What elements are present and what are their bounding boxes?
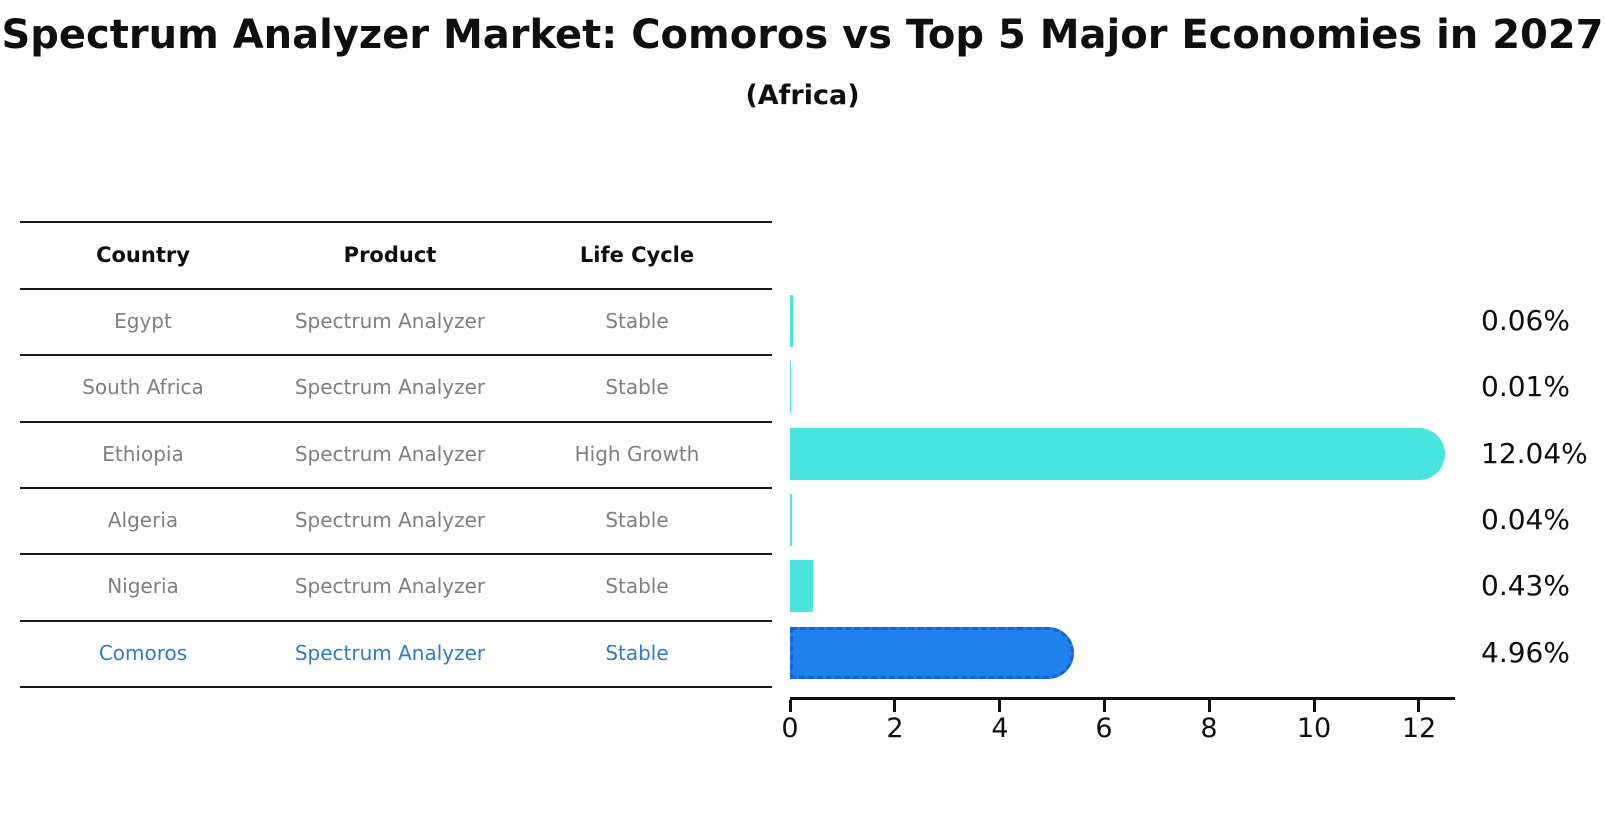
table-cell-country: South Africa <box>82 375 204 399</box>
table-cell-life-cycle: Stable <box>605 375 669 399</box>
chart-title: Spectrum Analyzer Market: Comoros vs Top… <box>1 12 1604 58</box>
x-tick-mark <box>893 700 896 712</box>
bar-comoros <box>790 627 1074 679</box>
table-cell-country: Nigeria <box>107 574 179 598</box>
bar-value-label: 0.06% <box>1481 304 1570 337</box>
table-cell-country: Comoros <box>98 641 188 665</box>
table-cell-life-cycle: Stable <box>605 309 669 333</box>
table-cell-product: Spectrum Analyzer <box>294 309 486 333</box>
table-rule <box>20 421 772 423</box>
bar-south-africa <box>790 361 791 413</box>
x-tick-label: 0 <box>781 713 799 744</box>
x-tick-mark <box>1417 700 1420 712</box>
table-cell-life-cycle: Stable <box>605 574 669 598</box>
table-rule <box>20 288 772 290</box>
table-cell-country: Egypt <box>114 309 172 333</box>
x-tick-label: 8 <box>1200 713 1218 744</box>
table-cell-product: Spectrum Analyzer <box>294 442 486 466</box>
x-tick-label: 2 <box>886 713 904 744</box>
table-rule <box>20 553 772 555</box>
table-rule <box>20 620 772 622</box>
table-cell-product: Spectrum Analyzer <box>294 375 486 399</box>
bar-value-label: 0.04% <box>1481 503 1570 536</box>
bar-ethiopia <box>790 428 1445 480</box>
table-cell-product: Spectrum Analyzer <box>294 641 486 665</box>
x-tick-label: 6 <box>1095 713 1113 744</box>
table-rule <box>20 221 772 223</box>
table-cell-country: Algeria <box>107 508 179 532</box>
table-cell-life-cycle: Stable <box>605 508 669 532</box>
x-axis-line <box>790 697 1455 700</box>
bar-value-label: 4.96% <box>1481 636 1570 669</box>
x-tick-mark <box>1313 700 1316 712</box>
bar-nigeria <box>790 560 813 612</box>
table-cell-product: Spectrum Analyzer <box>294 508 486 532</box>
x-tick-label: 4 <box>991 713 1009 744</box>
table-header-product: Product <box>343 243 437 267</box>
bar-value-label: 0.01% <box>1481 370 1570 403</box>
bar-value-label: 12.04% <box>1481 437 1588 470</box>
table-rule <box>20 354 772 356</box>
table-header-life-cycle: Life Cycle <box>579 243 695 267</box>
table-rule <box>20 686 772 688</box>
table-header-country: Country <box>96 243 190 267</box>
bar-value-label: 0.43% <box>1481 569 1570 602</box>
chart-subtitle: (Africa) <box>745 80 860 111</box>
x-tick-mark <box>789 700 792 712</box>
x-tick-mark <box>1103 700 1106 712</box>
table-cell-country: Ethiopia <box>102 442 184 466</box>
x-tick-label: 12 <box>1401 713 1437 744</box>
x-tick-label: 10 <box>1296 713 1332 744</box>
x-tick-mark <box>1208 700 1211 712</box>
x-tick-mark <box>998 700 1001 712</box>
bar-algeria <box>790 494 792 546</box>
table-cell-life-cycle: Stable <box>605 641 669 665</box>
bar-egypt <box>790 295 793 347</box>
table-cell-product: Spectrum Analyzer <box>294 574 486 598</box>
table-rule <box>20 487 772 489</box>
table-cell-life-cycle: High Growth <box>574 442 700 466</box>
